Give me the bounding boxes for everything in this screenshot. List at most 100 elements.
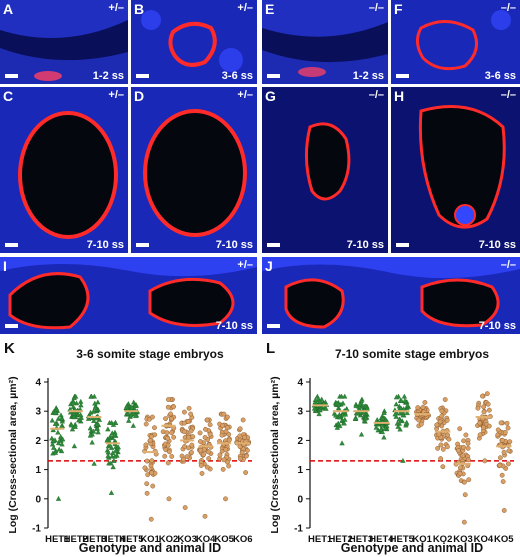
data-point <box>165 435 171 441</box>
data-point <box>112 453 118 459</box>
data-point <box>486 407 492 413</box>
x-tick-label: KO5 <box>494 534 514 545</box>
data-point <box>317 407 323 413</box>
data-point <box>497 462 503 468</box>
data-point <box>168 411 173 417</box>
stage-label: 1-2 ss <box>352 70 384 82</box>
data-point <box>358 431 365 437</box>
data-point <box>111 458 117 463</box>
micrograph-c <box>0 87 128 253</box>
data-point <box>166 449 172 455</box>
data-point <box>481 409 487 415</box>
x-axis-label: Genotype and animal ID <box>79 541 221 555</box>
data-point <box>373 424 379 430</box>
data-point <box>465 445 471 451</box>
data-point <box>204 417 210 423</box>
data-point <box>88 393 95 399</box>
data-point <box>404 410 410 416</box>
data-point <box>462 479 467 485</box>
data-point <box>495 427 501 433</box>
data-point <box>221 411 227 417</box>
data-point <box>165 460 171 466</box>
data-point <box>312 397 319 402</box>
data-point <box>481 424 487 430</box>
micrograph-d <box>131 87 257 253</box>
data-point <box>402 397 408 403</box>
data-point <box>437 419 443 425</box>
data-point <box>342 411 349 417</box>
data-point <box>108 490 115 495</box>
data-point <box>239 450 245 455</box>
data-point <box>125 410 131 416</box>
series-het3 <box>352 396 370 437</box>
data-point <box>199 471 205 476</box>
x-tick-label: HET1 <box>45 534 70 545</box>
series-het1 <box>311 393 330 417</box>
x-tick-label: KO3 <box>453 534 473 545</box>
data-point <box>505 425 511 431</box>
data-point <box>110 450 116 455</box>
genotype-label: –/– <box>500 89 516 101</box>
data-point <box>186 434 192 440</box>
x-tick-label: HET3 <box>82 534 106 545</box>
data-point <box>150 414 155 420</box>
data-point <box>333 412 339 418</box>
y-tick-label: 3 <box>35 407 41 418</box>
scale-bar <box>267 324 280 328</box>
data-point <box>108 445 115 450</box>
data-point <box>69 422 75 428</box>
micrograph-f <box>391 0 520 84</box>
scale-bar <box>136 243 149 247</box>
data-point <box>190 434 196 440</box>
series-het4 <box>373 408 390 440</box>
panel-letter: G <box>265 88 276 104</box>
x-tick-label: KO2 <box>433 534 453 545</box>
data-point <box>185 419 191 424</box>
data-point <box>455 448 461 453</box>
data-point <box>60 436 66 442</box>
data-point <box>129 404 135 410</box>
data-point <box>78 412 84 418</box>
data-point <box>55 429 61 435</box>
data-point <box>217 452 223 458</box>
data-point <box>115 444 121 450</box>
data-point <box>186 405 192 411</box>
data-point <box>342 416 348 422</box>
x-tick-label: HET2 <box>64 534 88 545</box>
data-point <box>463 432 469 438</box>
series-het2 <box>331 393 350 446</box>
data-point <box>168 416 174 422</box>
data-point <box>225 414 230 420</box>
x-tick-label: KO5 <box>214 534 234 545</box>
data-point <box>58 412 64 418</box>
data-point <box>149 434 154 440</box>
data-point <box>444 417 450 423</box>
data-point <box>465 441 471 446</box>
data-point <box>223 429 229 434</box>
data-point <box>49 417 55 423</box>
data-point <box>398 398 405 403</box>
data-point <box>165 397 171 402</box>
panel-a: A +/– 1-2 ss <box>0 0 128 84</box>
panel-h: H –/– 7-10 ss <box>391 87 520 253</box>
panel-g: G –/– 7-10 ss <box>262 87 388 253</box>
data-point <box>379 422 385 428</box>
data-point <box>71 443 78 449</box>
data-point <box>130 422 136 428</box>
series-het5 <box>392 393 412 463</box>
data-point <box>404 402 411 408</box>
data-point <box>457 470 463 476</box>
chart-k: K 3-6 somite stage embryos -1 0 1 2 3 4 Log (Cr… <box>0 338 258 557</box>
data-point <box>403 420 409 426</box>
x-tick-label: HET4 <box>101 534 126 545</box>
data-point <box>480 393 485 399</box>
y-tick-label: 4 <box>35 378 41 389</box>
panel-letter: I <box>3 258 7 274</box>
data-point <box>126 417 132 423</box>
scale-bar <box>396 243 409 247</box>
data-point <box>143 421 149 427</box>
data-point <box>336 402 342 407</box>
x-tick-label: KO2 <box>159 534 179 545</box>
chart-letter: K <box>4 340 15 357</box>
y-tick-label: 2 <box>297 436 303 447</box>
